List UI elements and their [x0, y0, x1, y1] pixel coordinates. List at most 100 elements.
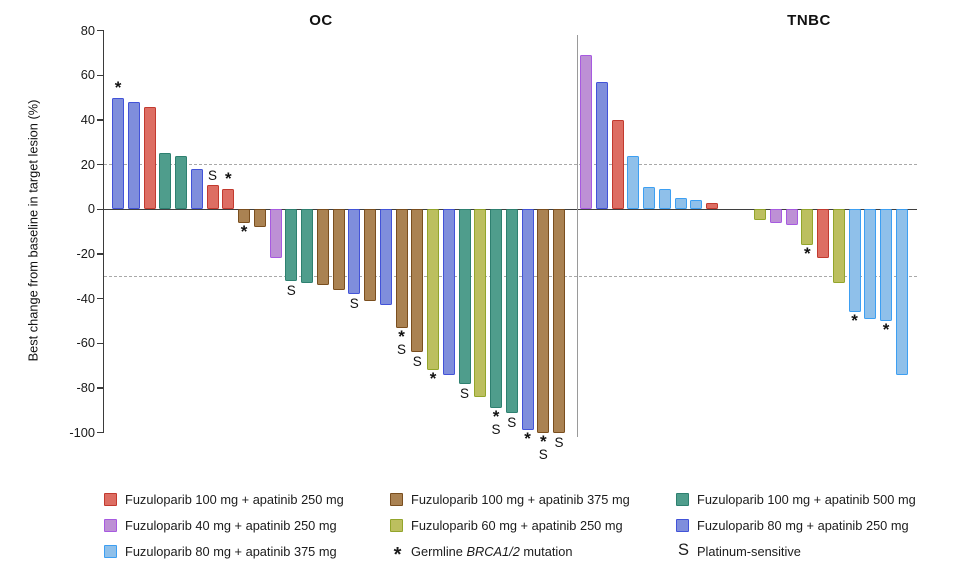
platinum-sensitive-mark: S: [459, 385, 469, 401]
y-tick: [97, 432, 103, 434]
platinum-sensitive-mark: S: [207, 167, 217, 183]
bar: [643, 186, 655, 210]
bar: [458, 209, 471, 384]
legend-item: * Germline BRCA1/2 mutation: [390, 540, 676, 566]
bar: [595, 81, 608, 210]
bar: [190, 169, 203, 210]
platinum-sensitive-mark: S: [507, 414, 517, 430]
legend-item: Fuzuloparib 80 mg + apatinib 375 mg: [104, 544, 390, 559]
y-tick-label: -100: [69, 424, 95, 440]
bar: [521, 209, 534, 431]
bar: [769, 209, 782, 223]
legend-swatch: [390, 518, 403, 532]
platinum-sensitive-mark: S: [538, 446, 548, 462]
bar: [505, 209, 518, 413]
legend-swatch: [676, 492, 689, 506]
legend-item: S Platinum-sensitive: [676, 540, 962, 561]
brca-mutation-mark: *: [240, 221, 248, 241]
bar: [427, 209, 439, 371]
bar: [395, 209, 408, 328]
brca-mutation-mark: *: [851, 311, 858, 331]
y-tick-label: -60: [76, 335, 96, 351]
brca-mutation-mark: *: [882, 319, 890, 339]
bar: [301, 209, 313, 283]
legend-swatch: [390, 492, 403, 506]
y-tick-label: 60: [80, 67, 95, 83]
legend-label: Fuzuloparib 100 mg + apatinib 250 mg: [125, 491, 344, 507]
platinum-sensitive-mark: S: [412, 354, 422, 370]
legend-item: Fuzuloparib 40 mg + apatinib 250 mg: [104, 518, 390, 533]
legend-label: Platinum-sensitive: [697, 543, 801, 559]
legend: Fuzuloparib 100 mg + apatinib 250 mg Fuzu…: [104, 486, 968, 566]
y-axis-title: Best change from baseline in target lesi…: [25, 99, 41, 362]
bar: [817, 209, 829, 259]
brca-mutation-mark: *: [429, 369, 437, 389]
legend-label: Germline BRCA1/2 mutation: [411, 543, 573, 559]
bar: [411, 209, 424, 353]
y-tick-label: 40: [80, 111, 95, 127]
y-tick-label: 0: [87, 201, 95, 217]
bar: [690, 200, 703, 210]
bar: [785, 209, 798, 225]
bar: [143, 106, 156, 210]
legend-label: Fuzuloparib 100 mg + apatinib 500 mg: [697, 491, 916, 507]
panel-title-oc: OC: [309, 12, 333, 29]
bar: [674, 198, 687, 210]
y-tick-label: -20: [76, 245, 96, 261]
legend-swatch: [104, 492, 117, 506]
bar: [864, 209, 877, 319]
legend-swatch: [104, 544, 117, 558]
bar: [848, 209, 861, 313]
bar: [580, 55, 592, 210]
bar: [706, 202, 718, 210]
bar: [611, 119, 624, 210]
bar: [206, 184, 219, 210]
y-tick-label: -40: [76, 290, 96, 306]
bar: [801, 209, 814, 246]
platinum-sensitive-mark: S: [286, 282, 296, 298]
platinum-sensitive-symbol: S: [677, 540, 689, 559]
brca-mutation-mark: *: [224, 169, 232, 189]
y-axis-line: [103, 30, 105, 433]
bar: [537, 209, 550, 433]
brca-mutation-mark: *: [398, 326, 405, 346]
bar: [658, 189, 671, 210]
legend-item: Fuzuloparib 100 mg + apatinib 250 mg: [104, 492, 390, 507]
bar: [754, 209, 766, 221]
y-tick: [97, 342, 103, 345]
bar: [269, 209, 282, 259]
bar: [490, 209, 502, 409]
bar: [895, 209, 908, 375]
y-tick-label: 20: [80, 156, 95, 172]
platinum-sensitive-mark: S: [491, 422, 501, 438]
bar: [285, 209, 298, 281]
bar: [880, 209, 892, 321]
y-tick: [97, 164, 103, 166]
brca-mutation-mark: *: [492, 407, 500, 427]
y-tick: [97, 208, 103, 211]
bar: [316, 209, 329, 286]
bar: [348, 209, 361, 295]
bar: [379, 209, 392, 306]
legend-item: Fuzuloparib 100 mg + apatinib 500 mg: [676, 492, 962, 507]
legend-item: Fuzuloparib 100 mg + apatinib 375 mg: [390, 492, 676, 507]
reference-line: [104, 164, 917, 166]
y-tick: [97, 387, 103, 389]
panel-divider: [577, 35, 578, 437]
y-tick: [97, 30, 103, 32]
brca-mutation-mark: *: [524, 429, 531, 449]
legend-label: Fuzuloparib 40 mg + apatinib 250 mg: [125, 517, 337, 533]
bar: [474, 209, 487, 397]
y-tick-label: -80: [76, 379, 96, 395]
bar: [832, 209, 845, 283]
bar: [175, 155, 187, 210]
y-tick: [97, 74, 103, 77]
bar: [238, 209, 250, 223]
bar: [364, 209, 376, 301]
y-tick-label: 80: [80, 22, 95, 38]
legend-label: Fuzuloparib 80 mg + apatinib 250 mg: [697, 517, 909, 533]
brca-mutation-mark: *: [803, 244, 811, 264]
bar: [112, 97, 124, 210]
platinum-sensitive-mark: S: [396, 341, 406, 357]
bar: [127, 102, 140, 210]
